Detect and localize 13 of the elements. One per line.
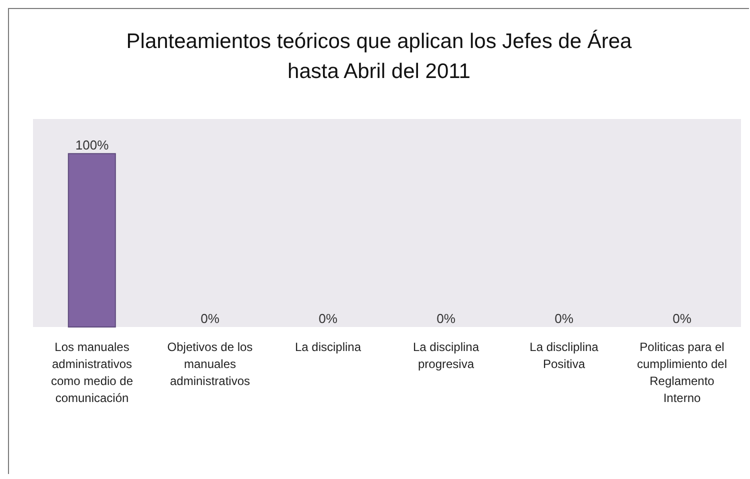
x-tick-label: Politicas para el cumplimiento del Reglamento Interno xyxy=(636,340,728,405)
data-label: 0% xyxy=(672,311,692,326)
chart-title: Planteamientos teóricos que aplican los Jefes de Área hasta Abril del 2011 xyxy=(125,28,633,85)
data-label: 0% xyxy=(436,311,456,326)
data-label: 0% xyxy=(318,311,338,326)
x-tick-label: La discliplina Positiva xyxy=(530,340,599,371)
x-tick-label: Objetivos de los manuales administrativos xyxy=(167,340,253,388)
x-tick-label: La disciplina progresiva xyxy=(412,340,480,371)
data-label: 0% xyxy=(200,311,220,326)
data-label: 0% xyxy=(554,311,574,326)
data-label: 100% xyxy=(75,138,110,153)
x-tick-label: Los manuales administrativos como medio de comunicación xyxy=(50,340,134,405)
x-tick-label: La disciplina xyxy=(294,340,362,354)
